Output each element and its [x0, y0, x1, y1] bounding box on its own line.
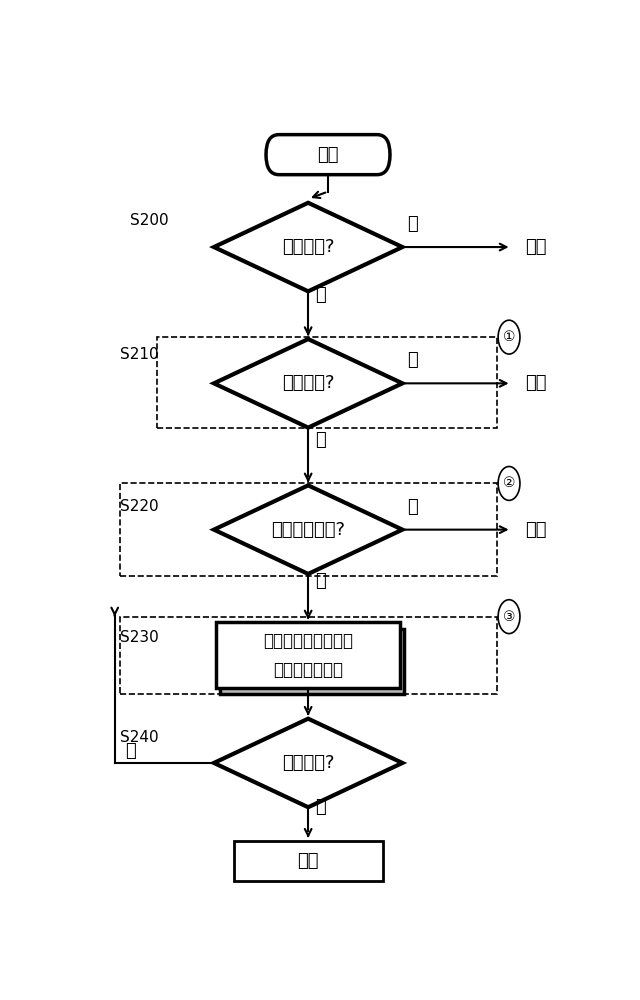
Polygon shape: [214, 719, 403, 807]
Text: 车辆稳定?: 车辆稳定?: [282, 754, 335, 772]
Text: S200: S200: [129, 213, 168, 228]
Text: 返回: 返回: [298, 852, 319, 870]
Polygon shape: [214, 339, 403, 428]
Bar: [120, 483, 497, 576]
Text: ②: ②: [503, 476, 515, 490]
Polygon shape: [214, 485, 403, 574]
Bar: [234, 841, 383, 881]
Text: 根据侧向倾斜的程度
输入力矩叠加值: 根据侧向倾斜的程度 输入力矩叠加值: [263, 632, 353, 679]
Bar: [216, 622, 400, 688]
Text: S210: S210: [120, 347, 158, 362]
Text: 是: 是: [316, 286, 326, 304]
Bar: [220, 629, 404, 694]
Text: 否: 否: [408, 498, 418, 516]
Text: 返回: 返回: [525, 238, 547, 256]
Text: 开始: 开始: [317, 146, 339, 164]
Text: ①: ①: [503, 330, 515, 344]
Bar: [157, 337, 497, 428]
Text: 否: 否: [316, 798, 326, 816]
Text: 返回: 返回: [525, 374, 547, 392]
Text: 否: 否: [408, 351, 418, 369]
Text: S220: S220: [120, 499, 158, 514]
Text: 否: 否: [125, 742, 136, 760]
FancyBboxPatch shape: [266, 135, 390, 175]
Text: S230: S230: [120, 630, 159, 645]
Text: S240: S240: [120, 730, 158, 745]
Text: 高速行驶?: 高速行驶?: [282, 238, 335, 256]
Text: 发生侧向倾斜?: 发生侧向倾斜?: [271, 521, 345, 539]
Polygon shape: [214, 203, 403, 291]
Text: 是: 是: [316, 572, 326, 590]
Text: 是: 是: [316, 431, 326, 449]
Bar: [120, 617, 497, 694]
Text: 否: 否: [408, 215, 418, 233]
Text: 返回: 返回: [525, 521, 547, 539]
Text: ③: ③: [503, 610, 515, 624]
Text: 直线行驶?: 直线行驶?: [282, 374, 335, 392]
